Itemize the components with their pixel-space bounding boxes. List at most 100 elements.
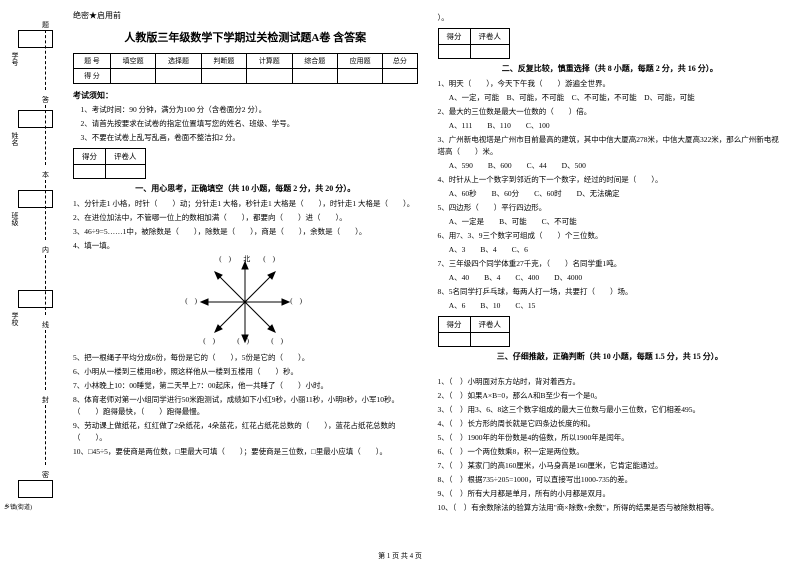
td [383, 69, 417, 84]
question: 9、劳动课上做纸花，红红做了2朵纸花，4朵蓝花，红花占纸花总数的（ ），蓝花占纸… [73, 420, 418, 444]
notice-item: 3、不要在试卷上乱写乱画，卷面不整洁扣2 分。 [73, 132, 418, 144]
dashed-line [45, 405, 46, 465]
dashed-line [45, 180, 46, 240]
dashed-line [45, 330, 46, 390]
options: A、6 B、10 C、15 [438, 300, 783, 312]
compass-bracket: ( ) [290, 296, 302, 306]
dash-label: 本 [42, 170, 49, 180]
question: 3、（ ）用3、6、8这三个数字组成的最大三位数与最小三位数，它们相差495。 [438, 404, 783, 416]
continuation: ）。 [438, 12, 783, 24]
question: 4、（ ）长方形的周长就是它四条边长度的和。 [438, 418, 783, 430]
question: 9、（ ）所有大月都是单月，所有的小月都是双月。 [438, 488, 783, 500]
compass-bracket: ( ) [203, 336, 215, 346]
compass-bracket: ( ) [271, 336, 283, 346]
margin-box-name [18, 110, 53, 128]
th: 选择题 [156, 54, 201, 69]
question: 2、在进位加法中，不管哪一位上的数相加满（ ），都要向（ ）进（ ）。 [73, 212, 418, 224]
td [470, 333, 510, 347]
td: 评卷人 [470, 29, 510, 45]
left-column: 绝密★启用前 人教版三年级数学下学期过关检测试题A卷 含答案 题 号 填空题 选… [63, 10, 428, 555]
margin-label-id: 学号 [10, 52, 20, 66]
score-box: 得分评卷人 [73, 148, 146, 179]
question: 4、填一填。 [73, 240, 418, 252]
margin-label-name: 姓名 [10, 132, 20, 146]
question: 1、分针走1 小格，时针（ ）动；分针走1 大格，秒针走1 大格是（ ），时针走… [73, 198, 418, 210]
question: 6、小明从一楼到三楼用8秒，照这样他从一楼到五楼用（ ）秒。 [73, 366, 418, 378]
question: 8、（ ）根据735÷205=1000，可以直接写出1000-735的差。 [438, 474, 783, 486]
question: 7、（ ）某家门的高160厘米，小马身高是160厘米，它肯定能通过。 [438, 460, 783, 472]
question: 4、时针从上一个数字到邻近的下一个数字，经过的时间是（ ）。 [438, 174, 783, 186]
dashed-line [45, 30, 46, 90]
td [74, 165, 106, 179]
exam-title: 人教版三年级数学下学期过关检测试题A卷 含答案 [73, 29, 418, 45]
binding-margin: 学号 姓名 班级 学校 乡镇(街道) 题 答 本 内 线 封 密 [0, 0, 55, 565]
td: 得分 [438, 29, 470, 45]
question: 3、广州新电视塔是广州市目前最高的建筑，其中中信大厦高278米，中信大厦高322… [438, 134, 783, 158]
td: 得 分 [74, 69, 111, 84]
question: 10、□45÷5，要使商是两位数，□里最大可填（ ）；要使商是三位数，□里最小应… [73, 446, 418, 458]
options: A、3 B、4 C、6 [438, 244, 783, 256]
notice-header: 考试须知： [73, 90, 418, 101]
margin-box-class [18, 190, 53, 208]
td [438, 45, 470, 59]
dash-label: 线 [42, 320, 49, 330]
notice-item: 1、考试时间：90 分钟，满分为100 分（含卷面分2 分）。 [73, 104, 418, 116]
question: 7、小林晚上10：00睡觉，第二天早上7：00起床，他一共睡了（ ）小时。 [73, 380, 418, 392]
dashed-line [45, 105, 46, 165]
options: A、一定，可能 B、可能，不可能 C、不可能，不可能 D、可能，可能 [438, 92, 783, 104]
question: 8、体育老师对第一小组同学进行50米跑测试，成绩如下小红9秒，小丽11秒，小明8… [73, 394, 418, 418]
th: 题 号 [74, 54, 111, 69]
options: A、60秒 B、60分 C、60时 D、无法确定 [438, 188, 783, 200]
td: 评卷人 [106, 149, 146, 165]
td [156, 69, 201, 84]
td [292, 69, 337, 84]
th: 填空题 [110, 54, 155, 69]
question: 1、（ ）小明面对东方站时，背对着西方。 [438, 376, 783, 388]
compass-bracket: ( ) [263, 254, 275, 264]
main-content: 绝密★启用前 人教版三年级数学下学期过关检测试题A卷 含答案 题 号 填空题 选… [55, 0, 800, 565]
compass-bracket: ( ) [185, 296, 197, 306]
th: 综合题 [292, 54, 337, 69]
margin-box-id [18, 30, 53, 48]
table-row: 题 号 填空题 选择题 判断题 计算题 综合题 应用题 总分 [74, 54, 418, 69]
question: 5、把一根绳子平均分成6份，每份是它的（ ），5份是它的（ ）。 [73, 352, 418, 364]
score-box: 得分评卷人 [438, 28, 511, 59]
td: 得分 [74, 149, 106, 165]
question: 5、四边形（ ）平行四边形。 [438, 202, 783, 214]
compass-bracket: ( ) [219, 254, 231, 264]
margin-box-school [18, 290, 53, 308]
notice-item: 2、请首先按要求在试卷的指定位置填写您的姓名、班级、学号。 [73, 118, 418, 130]
section2-title: 二、反复比较，慎重选择（共 8 小题，每题 2 分，共 16 分）。 [438, 63, 783, 74]
dash-label: 内 [42, 245, 49, 255]
question: 3、46÷9=5……1中，被除数是（ ），除数是（ ），商是（ ），余数是（ ）… [73, 226, 418, 238]
td [201, 69, 246, 84]
compass-bracket: ( ) [237, 336, 249, 346]
td [247, 69, 292, 84]
compass-diagram: ( ) 北 ( ) ( ) ( ) ( ) ( ) ( ) [175, 256, 315, 348]
td [337, 69, 382, 84]
secret-mark: 绝密★启用前 [73, 10, 418, 21]
options: A、111 B、110 C、100 [438, 120, 783, 132]
page-footer: 第 1 页 共 4 页 [0, 551, 800, 561]
section1-title: 一、用心思考，正确填空（共 10 小题，每题 2 分，共 20 分）。 [73, 183, 418, 194]
td: 评卷人 [470, 317, 510, 333]
margin-label-town: 乡镇(街道) [4, 502, 54, 511]
options: A、一定是 B、可能 C、不可能 [438, 216, 783, 228]
dash-label: 题 [42, 20, 49, 30]
th: 总分 [383, 54, 417, 69]
dash-label: 密 [42, 470, 49, 480]
section3-title: 三、仔细推敲，正确判断（共 10 小题，每题 1.5 分，共 15 分）。 [438, 351, 783, 362]
question: 1、明天（ ），今天下午我（ ）游遍全世界。 [438, 78, 783, 90]
margin-box-town [18, 480, 53, 498]
options: A、590 B、600 C、44 D、500 [438, 160, 783, 172]
options: A、40 B、4 C、400 D、4000 [438, 272, 783, 284]
td: 得分 [438, 317, 470, 333]
dash-label: 答 [42, 95, 49, 105]
question: 10、（ ）有余数除法的验算方法用"商×除数+余数"，所得的结果是否与被除数相等… [438, 502, 783, 514]
table-row: 得 分 [74, 69, 418, 84]
right-column: ）。 得分评卷人 二、反复比较，慎重选择（共 8 小题，每题 2 分，共 16 … [428, 10, 793, 555]
question: 8、5名同学打乒乓球，每两人打一场，共要打（ ）场。 [438, 286, 783, 298]
question: 5、（ ）1900年的年份数是4的倍数，所以1900年是闰年。 [438, 432, 783, 444]
question: 2、最大的三位数是最大一位数的（ ）倍。 [438, 106, 783, 118]
td [106, 165, 146, 179]
